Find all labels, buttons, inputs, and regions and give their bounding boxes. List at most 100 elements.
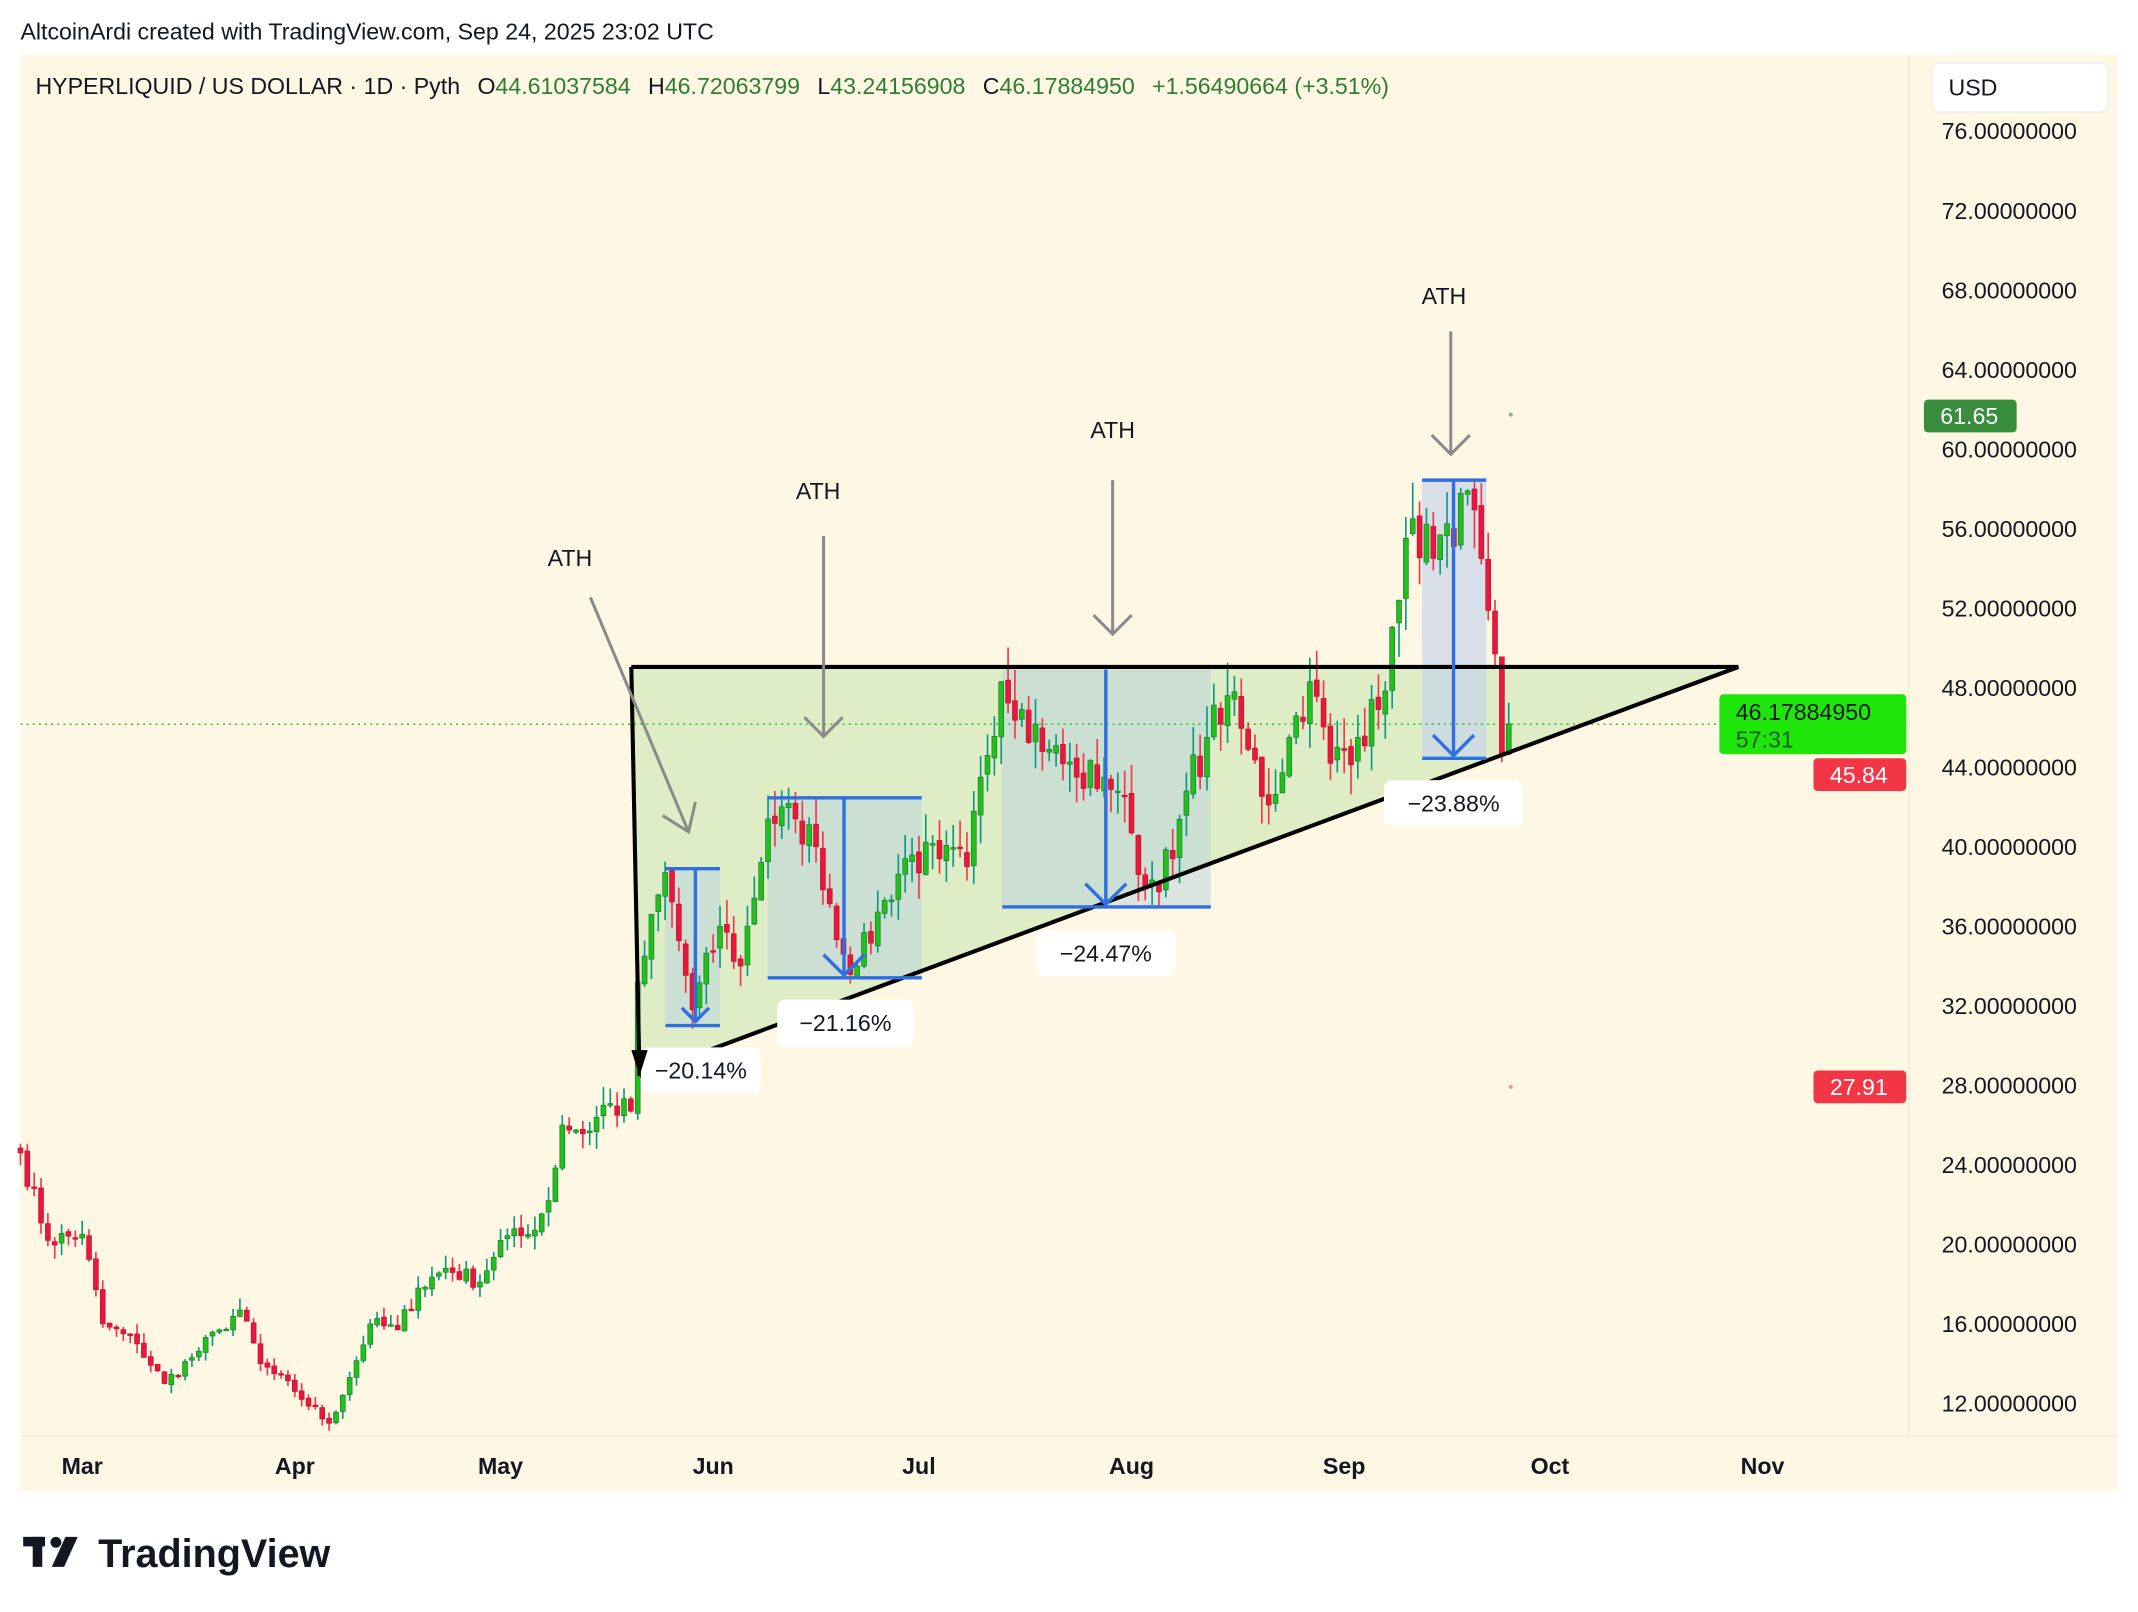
candle-body [65, 1231, 72, 1237]
candle-body [751, 897, 758, 925]
candle-body [1313, 679, 1320, 697]
candle [655, 893, 662, 932]
candle-body [854, 965, 860, 978]
candle-body [243, 1309, 250, 1322]
candle-body [1176, 818, 1183, 858]
candle [1416, 501, 1423, 585]
candle-body [127, 1333, 133, 1336]
close-value: 46.17884950 [1000, 73, 1135, 99]
candle-body [436, 1272, 442, 1277]
measure-lines [665, 478, 1487, 1028]
candle [189, 1353, 195, 1367]
candles [17, 481, 1512, 1431]
candle [916, 835, 922, 899]
candle [772, 790, 778, 847]
candle [586, 1121, 593, 1146]
open-label: O [477, 73, 495, 99]
candle-body [147, 1356, 154, 1366]
triangle-corner [631, 1050, 648, 1076]
low-dot [1508, 1084, 1513, 1089]
candle [710, 934, 716, 963]
candle [477, 1274, 483, 1298]
candle-body [1197, 755, 1203, 777]
price-tick-label: 60.00000000 [1942, 436, 2077, 462]
candle [1430, 511, 1437, 571]
candle-body [264, 1362, 271, 1368]
candle [175, 1373, 181, 1379]
candle-body [134, 1333, 140, 1345]
candle-body [1327, 725, 1334, 764]
candle [922, 814, 929, 876]
candle-body [93, 1258, 99, 1290]
candle [1396, 599, 1402, 657]
triangle-left-edge[interactable] [629, 666, 642, 1077]
candle [223, 1327, 230, 1332]
currency-label[interactable]: USD [1948, 75, 1997, 101]
price-tick-label: 68.00000000 [1942, 277, 2077, 303]
candle-body [792, 802, 799, 820]
candle [1176, 814, 1183, 884]
candle [970, 791, 977, 885]
candle-body [72, 1237, 79, 1240]
price-axis[interactable]: 76.00000000 72.00000000 68.00000000 64.0000… [1942, 118, 2077, 1416]
candle [813, 797, 819, 863]
candle [1080, 753, 1087, 801]
candle [1361, 707, 1368, 752]
candle-body [655, 894, 662, 912]
candle [449, 1257, 456, 1282]
candle-body [1142, 874, 1149, 887]
price-tick-label: 32.00000000 [1942, 993, 2077, 1019]
candle [367, 1319, 374, 1349]
candle-body [1471, 488, 1478, 511]
candle-body [1300, 716, 1306, 722]
candle-body [182, 1361, 188, 1377]
time-tick-label: Mar [62, 1453, 103, 1479]
arrowhead-down-icon [822, 953, 866, 978]
candle-body [1080, 772, 1087, 789]
candle [340, 1394, 346, 1419]
time-axis[interactable]: Mar Apr May Jun Jul Aug Sep Oct Nov [62, 1453, 1785, 1479]
candle [168, 1368, 175, 1394]
candle-body [58, 1233, 65, 1244]
candle-body [456, 1271, 463, 1280]
candle [641, 940, 648, 987]
candle [346, 1371, 353, 1401]
candle [511, 1216, 518, 1248]
candle-body [545, 1200, 552, 1213]
candle [1217, 702, 1224, 752]
candle [538, 1212, 545, 1236]
candle-body [1128, 792, 1135, 834]
candle [353, 1356, 360, 1386]
candle-body [881, 900, 888, 914]
candle-body [1012, 700, 1018, 721]
candle [751, 876, 758, 926]
candle [1005, 647, 1011, 714]
candle-body [676, 903, 682, 941]
drawdown-label-bg [1036, 930, 1176, 977]
drawdown-label-bg [1383, 780, 1524, 827]
candle [154, 1363, 161, 1373]
candle-body [717, 925, 723, 949]
candle [1025, 695, 1032, 744]
price-tick-label: 52.00000000 [1942, 595, 2077, 621]
candle-body [45, 1223, 51, 1241]
candle [271, 1358, 278, 1380]
candle [614, 1092, 620, 1128]
candle [230, 1308, 236, 1336]
currency-button-bg[interactable] [1931, 62, 2109, 113]
currency-button[interactable]: USD [1931, 62, 2109, 113]
candle-body [998, 681, 1005, 738]
candle-body [888, 899, 895, 902]
candle [545, 1187, 552, 1227]
candle [1053, 734, 1059, 767]
candle [758, 857, 764, 901]
candle [717, 905, 723, 968]
tradingview-logo[interactable]: TradingView [23, 1532, 331, 1576]
candle-body [628, 1098, 634, 1112]
candle-body [415, 1287, 422, 1311]
candle [607, 1088, 614, 1108]
candle [429, 1266, 435, 1297]
candle [408, 1298, 415, 1312]
candle-body [964, 852, 970, 867]
